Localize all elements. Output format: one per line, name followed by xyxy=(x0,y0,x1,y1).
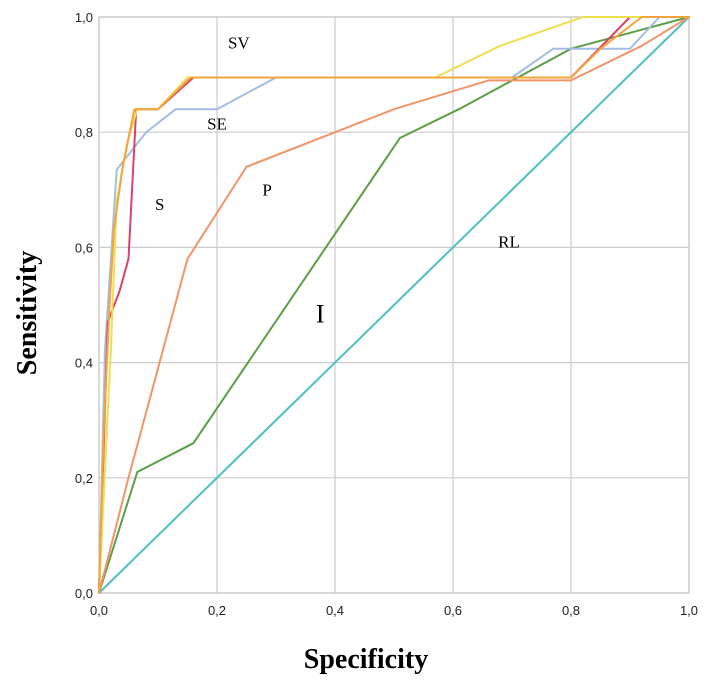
x-tick-label: 0,8 xyxy=(562,603,580,618)
series-line-rl xyxy=(98,16,690,594)
x-tick-label: 0,6 xyxy=(444,603,462,618)
curve-label-sv: SV xyxy=(228,34,250,53)
y-axis-title: Sensitivity xyxy=(12,251,43,375)
curve-label-se: SE xyxy=(207,114,227,133)
x-tick-label: 1,0 xyxy=(680,603,698,618)
series-layer xyxy=(98,16,690,594)
plot-frame xyxy=(98,16,690,594)
y-tick-label: 0,2 xyxy=(75,471,93,486)
y-tick-label: 0,6 xyxy=(75,240,93,255)
x-tick-label: 0,2 xyxy=(208,603,226,618)
curve-label-rl: RL xyxy=(498,232,520,251)
curve-label-p: P xyxy=(262,181,271,200)
curve-label-s: S xyxy=(155,195,164,214)
x-tick-label: 0,4 xyxy=(326,603,344,618)
y-tick-label: 0,4 xyxy=(75,356,93,371)
curve-labels: SV SE S P RL I xyxy=(155,34,520,329)
y-tick-label: 1,0 xyxy=(75,10,93,25)
tick-labels: 0,0 0,2 0,4 0,6 0,8 1,0 0,0 0,2 0,4 0,6 0,8 1,0 xyxy=(75,10,698,618)
y-tick-label: 0,8 xyxy=(75,125,93,140)
curve-label-i: I xyxy=(316,299,325,328)
series-line-p xyxy=(98,16,690,594)
series-line-svorange xyxy=(98,16,690,594)
series-line-se xyxy=(98,16,690,594)
x-tick-label: 0,0 xyxy=(90,603,108,618)
y-tick-label: 0,0 xyxy=(75,586,93,601)
x-axis-title: Specificity xyxy=(304,644,428,675)
